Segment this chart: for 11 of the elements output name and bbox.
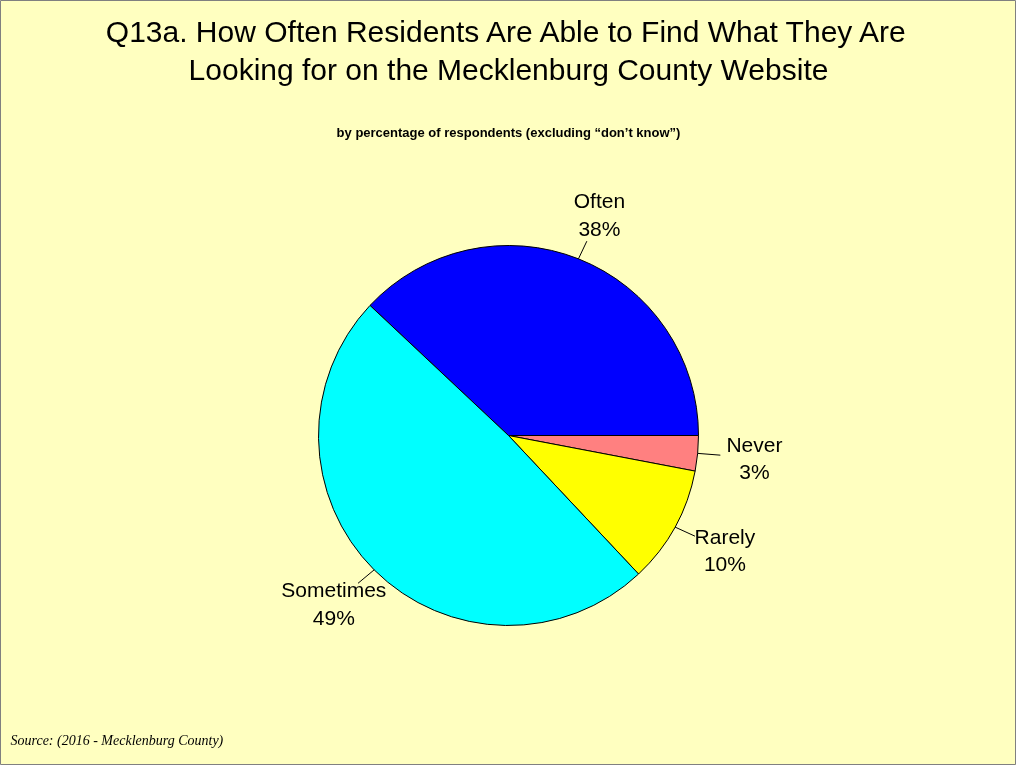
- slice-label: Rarely: [694, 524, 756, 548]
- data-label: 49%: [312, 605, 355, 629]
- slice-label: Never: [726, 432, 783, 456]
- slice-label: Often: [573, 189, 626, 213]
- data-label: 3%: [739, 460, 770, 484]
- source-note: Source: (2016 - Mecklenburg County): [10, 733, 224, 749]
- data-label: 10%: [703, 552, 746, 576]
- chart-subtitle: by percentage of respondents (excluding “don’t know”): [336, 125, 681, 140]
- chart-title: Q13a. How Often Residents Are Able to Find What They Are Looking for on the Mecklenburg County Website: [105, 15, 906, 86]
- slice-label: Sometimes: [281, 578, 387, 602]
- data-label: 38%: [578, 216, 621, 240]
